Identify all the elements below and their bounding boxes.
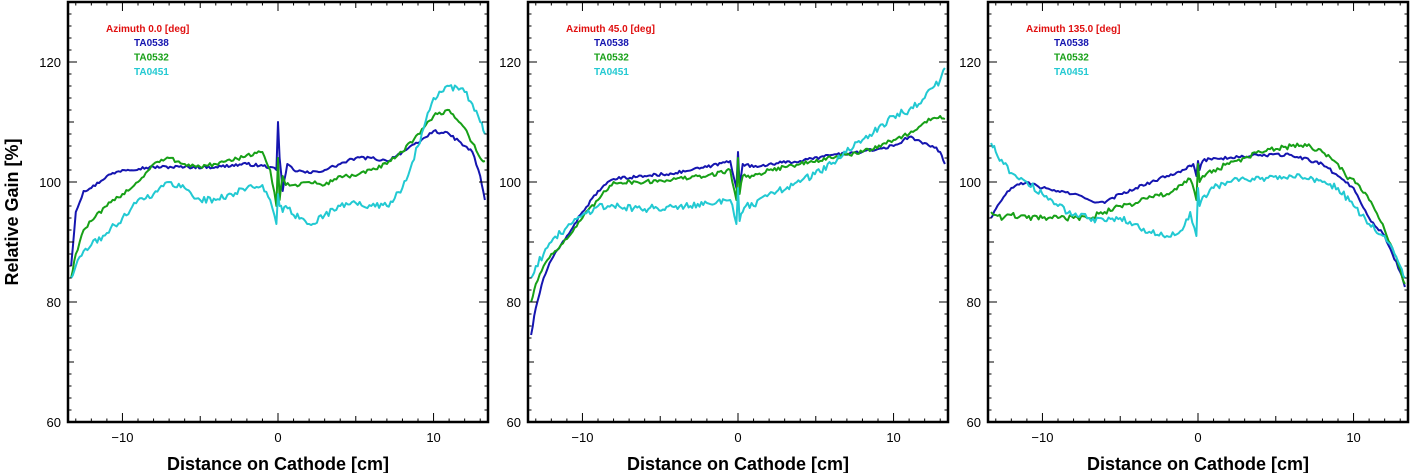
x-tick-label: 0: [1194, 430, 1201, 445]
series-lines: [530, 67, 946, 336]
azimuth-annotation: Azimuth 0.0 [deg]: [106, 24, 189, 35]
x-tick-label: 10: [1346, 430, 1360, 445]
x-tick-label: −10: [1031, 430, 1053, 445]
y-tick-label: 60: [47, 415, 61, 430]
y-tick-label: 100: [499, 175, 521, 190]
x-axis-title: Distance on Cathode [cm]: [1087, 454, 1309, 473]
legend-entry-ta0451: TA0451: [1054, 67, 1089, 78]
legend-entry-ta0451: TA0451: [594, 67, 629, 78]
x-tick-label: 0: [734, 430, 741, 445]
legend-entry-ta0538: TA0538: [594, 38, 629, 49]
legend-entry-ta0532: TA0532: [1054, 53, 1089, 64]
y-axis-title: Relative Gain [%]: [2, 138, 22, 285]
panel-1: −10 0 10 60 80 100 120 Distance on Cathode [cm]…: [2, 0, 490, 473]
series-line-ta0532: [70, 108, 486, 279]
y-tick-label: 80: [507, 295, 521, 310]
y-tick-label: 80: [967, 295, 981, 310]
series-lines: [70, 84, 486, 279]
x-tick-label: 10: [886, 430, 900, 445]
ticks: [68, 1, 488, 423]
x-tick-label: 0: [274, 430, 281, 445]
series-line-ta0451: [70, 84, 486, 279]
y-tick-label: 120: [39, 55, 61, 70]
y-tick-label: 80: [47, 295, 61, 310]
x-tick-label: 10: [426, 430, 440, 445]
series-line-ta0451: [990, 142, 1406, 279]
panel-2: −10 0 10 60 80 100 120 Distance on Cathode [cm]…: [499, 0, 950, 473]
ticks: [528, 1, 948, 423]
y-tick-label: 120: [499, 55, 521, 70]
legend-entry-ta0532: TA0532: [134, 53, 169, 64]
series-line-ta0538: [70, 121, 486, 267]
azimuth-annotation: Azimuth 135.0 [deg]: [1026, 24, 1120, 35]
legend-entry-ta0538: TA0538: [1054, 38, 1089, 49]
y-tick-label: 120: [959, 55, 981, 70]
x-tick-label: −10: [111, 430, 133, 445]
legend-entry-ta0532: TA0532: [594, 53, 629, 64]
x-axis-title: Distance on Cathode [cm]: [627, 454, 849, 473]
series-line-ta0532: [530, 115, 946, 303]
y-tick-label: 60: [967, 415, 981, 430]
panel-3: −10 0 10 60 80 100 120 Distance on Cathode [cm]…: [959, 0, 1410, 473]
azimuth-annotation: Azimuth 45.0 [deg]: [566, 24, 655, 35]
legend-entry-ta0538: TA0538: [134, 38, 169, 49]
series-line-ta0538: [530, 135, 946, 336]
legend-entry-ta0451: TA0451: [134, 67, 169, 78]
series-line-ta0451: [530, 67, 946, 279]
x-axis-title: Distance on Cathode [cm]: [167, 454, 389, 473]
x-tick-label: −10: [571, 430, 593, 445]
series-lines: [990, 142, 1406, 288]
series-line-ta0532: [990, 142, 1406, 285]
y-tick-label: 100: [39, 175, 61, 190]
y-tick-label: 100: [959, 175, 981, 190]
series-line-ta0538: [990, 152, 1406, 288]
y-tick-label: 60: [507, 415, 521, 430]
ticks: [988, 1, 1408, 423]
plot-frame: [526, 0, 950, 424]
